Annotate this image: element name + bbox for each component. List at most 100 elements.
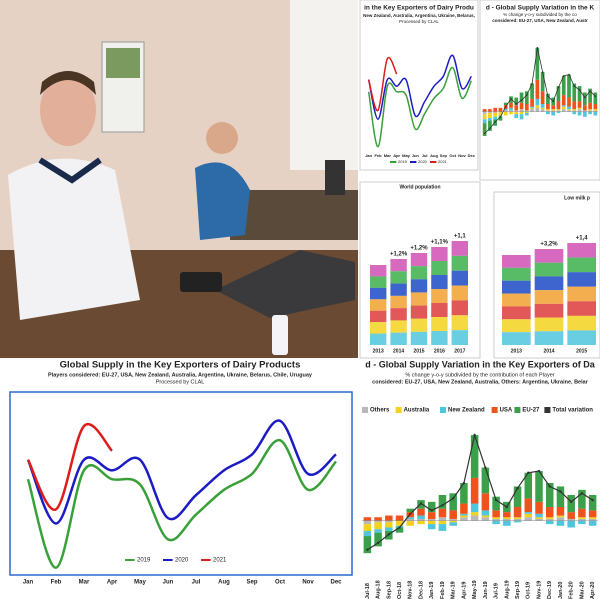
bar-segment <box>438 495 447 509</box>
change-label: +3,2% <box>540 242 558 248</box>
bar-segment <box>374 517 382 521</box>
bar-segment <box>567 97 571 107</box>
bar-segment <box>582 110 587 112</box>
table-cell <box>502 255 531 268</box>
bar-segment <box>513 486 522 507</box>
bar-segment <box>427 512 436 519</box>
bar-segment <box>417 508 425 516</box>
x-tick-label: Mar-20 <box>579 581 585 599</box>
bar-segment <box>535 513 543 518</box>
total-point <box>510 98 512 100</box>
bar-segment <box>567 518 575 521</box>
bar-segment <box>481 515 490 518</box>
laptop <box>215 250 355 318</box>
bar-segment <box>493 111 498 113</box>
legend-swatch <box>362 407 368 413</box>
total-line <box>484 47 596 134</box>
year-label: 2014 <box>543 348 554 354</box>
bar-segment <box>524 472 533 499</box>
bar-chart-panel: d - Global Supply Variation in the Key E… <box>365 359 596 385</box>
total-point <box>409 512 412 516</box>
table-cell <box>451 255 468 271</box>
x-tick-label: Dec-19 <box>547 581 553 599</box>
mini-bar-subtitle: % change y-o-y subdivided by the co <box>503 12 577 17</box>
bar-segment <box>374 529 382 533</box>
table-cell <box>567 315 596 331</box>
bar-segment <box>582 111 587 117</box>
total-point <box>387 533 391 536</box>
table-cell <box>451 241 468 256</box>
bar-segment <box>535 518 543 521</box>
table-cell <box>451 330 468 345</box>
x-tick-label: Dec-18 <box>418 581 424 599</box>
bar-segment <box>460 515 468 518</box>
bar-segment <box>535 517 543 519</box>
table-cell <box>502 280 531 294</box>
table-cell <box>451 315 468 331</box>
x-tick-label: Jul-19 <box>494 583 500 599</box>
bar-segment <box>572 109 577 111</box>
table-cell <box>431 275 448 289</box>
total-point <box>578 89 581 91</box>
total-point <box>584 96 586 99</box>
bar-segment <box>572 110 577 112</box>
bar-segment <box>535 79 540 99</box>
bar-segment <box>509 110 513 112</box>
mini-line-subtitle: New Zealand, Australia, Argentina, Ukrai… <box>363 13 475 18</box>
bar-segment <box>492 496 500 511</box>
table-cell <box>534 249 564 263</box>
bar-segment <box>438 520 447 525</box>
total-point <box>489 127 491 130</box>
series-line <box>26 422 113 511</box>
bottle <box>272 315 288 355</box>
x-tick-label: Apr <box>107 580 118 586</box>
total-point <box>483 132 486 135</box>
total-point <box>526 94 528 96</box>
table-cell <box>567 272 596 287</box>
year-label: 2013 <box>373 348 384 354</box>
bar-segment <box>578 517 586 519</box>
bar-segment <box>417 518 425 521</box>
bar-segment <box>572 111 577 115</box>
bar-segment <box>514 110 519 112</box>
bar-segment <box>493 107 498 112</box>
total-point <box>552 100 554 103</box>
x-tick-label: Apr-19 <box>461 582 467 599</box>
change-label: +1,2% <box>410 246 428 252</box>
table-cell <box>390 271 407 284</box>
total-point <box>515 103 518 105</box>
bar-segment <box>593 92 598 104</box>
bar-segment <box>593 104 598 110</box>
total-point <box>568 73 570 76</box>
total-point <box>547 95 549 98</box>
bar-segment <box>567 109 571 111</box>
table-cell <box>410 253 428 267</box>
back-desk <box>230 190 358 240</box>
change-label: +1,4 <box>576 236 589 242</box>
bar-segment <box>493 116 498 120</box>
x-tick-label: Apr-20 <box>590 582 596 599</box>
bar-segment <box>406 520 415 526</box>
legend-label: 2020 <box>418 159 428 164</box>
bar-segment <box>540 104 545 108</box>
total-point <box>398 526 401 529</box>
bar-segment <box>556 111 561 113</box>
bar-segment <box>535 98 540 106</box>
bar-segment <box>513 520 522 523</box>
bar-segment <box>588 88 592 103</box>
table-cell <box>451 270 468 286</box>
man-right-head <box>206 122 238 154</box>
bar-segment <box>482 114 487 120</box>
series-line <box>26 419 337 525</box>
bar-segment <box>556 86 561 102</box>
bar-segment <box>524 512 533 514</box>
table-cell <box>502 319 531 333</box>
bar-segment <box>540 109 545 112</box>
x-tick-label: Dec <box>330 580 342 586</box>
bar-segment <box>519 102 524 110</box>
bar-segment <box>588 517 597 519</box>
bar-segment <box>503 102 508 106</box>
bar-segment <box>524 111 529 113</box>
table-cell <box>370 276 387 288</box>
table-cell <box>410 279 428 293</box>
